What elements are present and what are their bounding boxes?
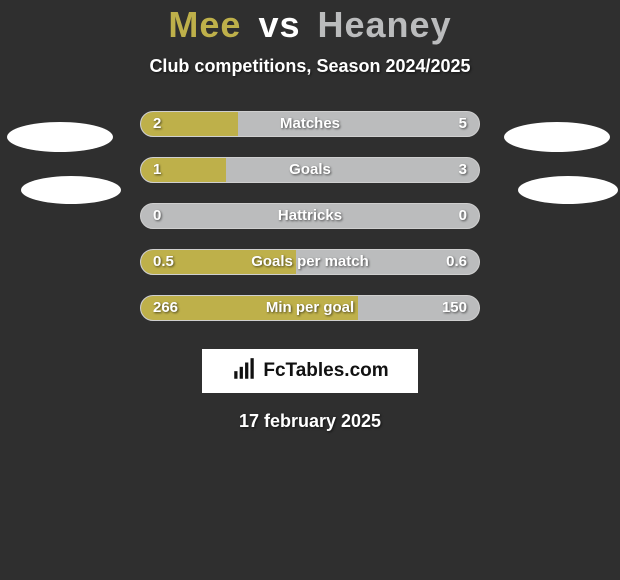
- logo-plate: FcTables.com: [202, 349, 418, 393]
- page-title: Mee vs Heaney: [0, 4, 620, 46]
- stat-value-right: 150: [442, 296, 467, 320]
- stat-label: Goals: [141, 158, 479, 182]
- subtitle: Club competitions, Season 2024/2025: [0, 56, 620, 77]
- stat-value-right: 0: [459, 204, 467, 228]
- stat-label: Matches: [141, 112, 479, 136]
- player2-name: Heaney: [318, 4, 452, 45]
- stat-label: Hattricks: [141, 204, 479, 228]
- stat-label: Min per goal: [141, 296, 479, 320]
- stat-value-right: 5: [459, 112, 467, 136]
- stat-value-right: 3: [459, 158, 467, 182]
- stat-value-right: 0.6: [446, 250, 467, 274]
- comparison-rows: 2Matches5 1Goals3 0Hattricks0 0.5Goals per …: [140, 111, 480, 341]
- vs-text: vs: [258, 4, 300, 45]
- player1-name: Mee: [168, 4, 241, 45]
- date-text: 17 february 2025: [0, 411, 620, 432]
- stat-row: 2Matches5: [140, 111, 480, 137]
- logo-text: FcTables.com: [263, 360, 388, 382]
- stat-label: Goals per match: [141, 250, 479, 274]
- stat-row: 0Hattricks0: [140, 203, 480, 229]
- comparison-board: 2Matches5 1Goals3 0Hattricks0 0.5Goals per …: [0, 111, 620, 341]
- stat-row: 1Goals3: [140, 157, 480, 183]
- stat-row: 0.5Goals per match0.6: [140, 249, 480, 275]
- stat-row: 266Min per goal150: [140, 295, 480, 321]
- chart-icon: [231, 356, 257, 387]
